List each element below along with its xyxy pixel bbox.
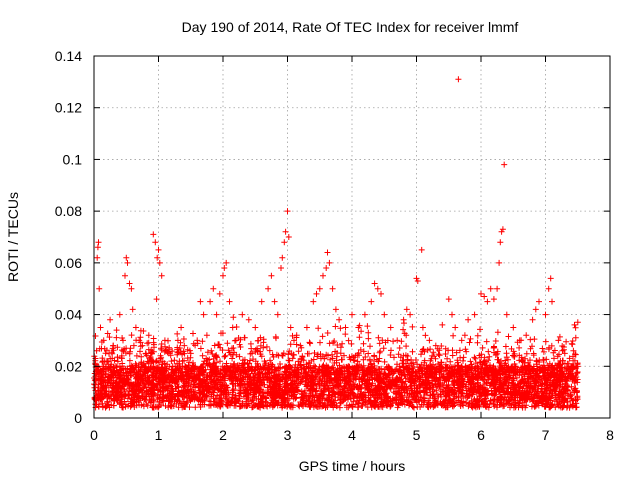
- x-tick-label: 4: [348, 427, 356, 443]
- x-tick-label: 3: [284, 427, 292, 443]
- y-tick-label: 0.12: [55, 100, 82, 116]
- x-tick-label: 1: [155, 427, 163, 443]
- y-tick-label: 0.02: [55, 358, 82, 374]
- roti-dense-band: [91, 314, 581, 411]
- y-tick-label: 0.1: [63, 151, 83, 167]
- y-tick-label: 0.08: [55, 203, 82, 219]
- data-points: [91, 76, 581, 411]
- y-tick-label: 0.14: [55, 48, 82, 64]
- y-tick-label: 0.04: [55, 307, 82, 323]
- x-tick-label: 6: [477, 427, 485, 443]
- y-tick-label: 0: [74, 410, 82, 426]
- x-axis-label: GPS time / hours: [299, 458, 406, 474]
- tick-labels: 0 1 2 3 4 5 6 7 8 0 0.02 0.04 0.06 0.08 0.1 0.12 0.14: [55, 48, 614, 443]
- chart-title: Day 190 of 2014, Rate Of TEC Index for r…: [182, 19, 519, 35]
- axis-ticks: [93, 55, 611, 419]
- x-tick-label: 7: [542, 427, 550, 443]
- y-tick-label: 0.06: [55, 255, 82, 271]
- x-tick-label: 8: [606, 427, 614, 443]
- x-tick-label: 2: [219, 427, 227, 443]
- x-tick-label: 0: [90, 427, 98, 443]
- y-axis-label: ROTI / TECUs: [5, 192, 21, 282]
- x-tick-label: 5: [413, 427, 421, 443]
